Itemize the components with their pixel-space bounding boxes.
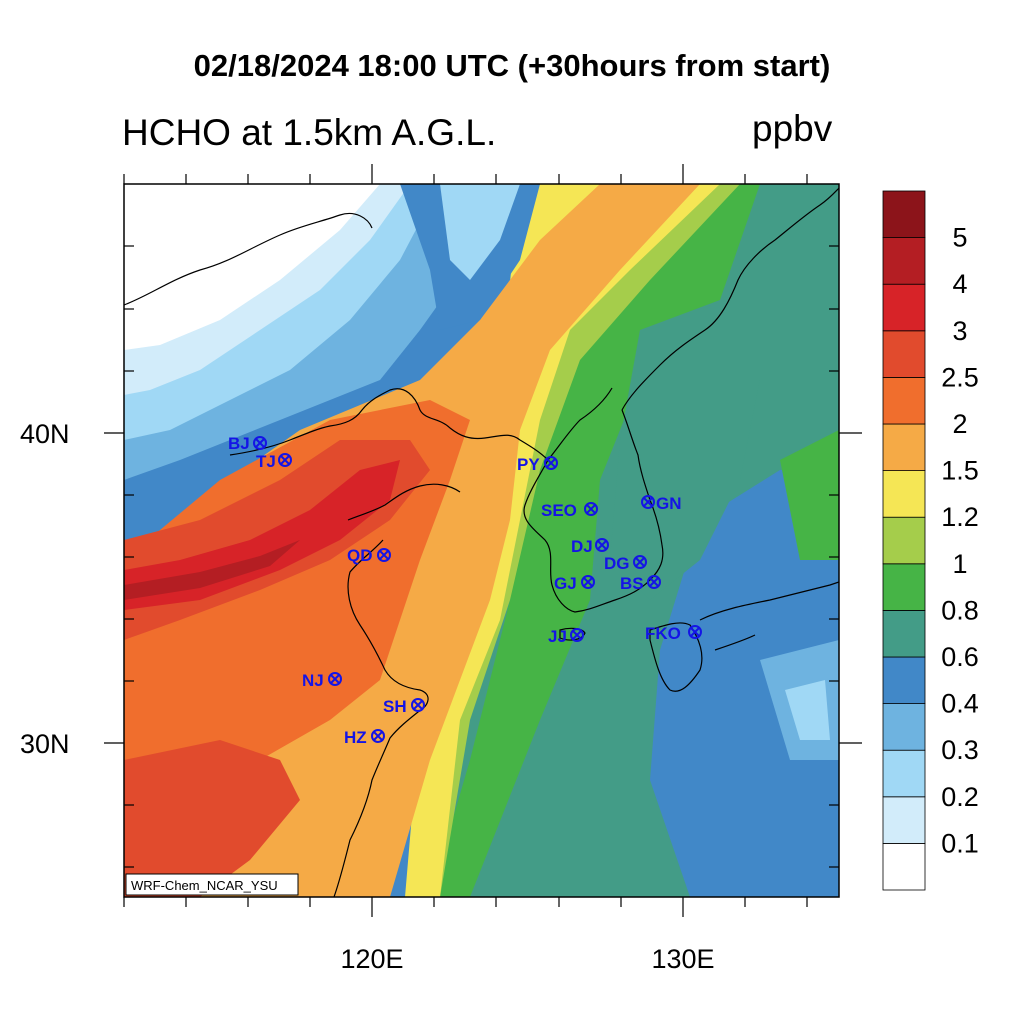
credit-text: WRF-Chem_NCAR_YSU	[131, 878, 278, 893]
colorbar: 0.1 0.2 0.3 0.4 0.6 0.8 1 1.2 1.5 2 2.5 3 4 5	[882, 190, 979, 891]
svg-text:BS: BS	[620, 574, 644, 593]
station-dg: DG	[604, 554, 647, 573]
colorbar-swatch	[882, 470, 926, 518]
station-qd: QD	[347, 546, 391, 565]
lat-label-40n: 40N	[20, 419, 70, 449]
svg-text:PY: PY	[517, 455, 540, 474]
station-fko: FKO	[645, 624, 702, 643]
credit-box	[125, 873, 299, 896]
coastlines	[124, 187, 839, 897]
page-title: 02/18/2024 18:00 UTC (+30hours from star…	[193, 48, 831, 83]
colorbar-swatch	[882, 796, 926, 844]
svg-text:DG: DG	[604, 554, 630, 573]
station-dj: DJ	[571, 537, 609, 556]
colorbar-label: 0.4	[941, 689, 979, 719]
hcho-field	[124, 184, 839, 897]
station-bj: BJ	[228, 434, 267, 453]
colorbar-swatch	[882, 376, 926, 425]
svg-text:QD: QD	[347, 546, 373, 565]
svg-text:GJ: GJ	[554, 574, 577, 593]
colorbar-swatch	[882, 749, 926, 798]
svg-text:JJ: JJ	[548, 627, 567, 646]
svg-text:SEO: SEO	[541, 501, 577, 520]
station-gn: GN	[641, 494, 682, 513]
svg-text:TJ: TJ	[256, 452, 276, 471]
colorbar-swatch	[882, 516, 926, 565]
colorbar-swatch	[882, 563, 926, 611]
units-label: ppbv	[752, 108, 833, 149]
station-gj: GJ	[554, 574, 595, 593]
axis-ticks	[104, 164, 862, 917]
colorbar-label: 0.2	[941, 782, 979, 812]
svg-text:NJ: NJ	[302, 671, 324, 690]
colorbar-swatch	[882, 843, 926, 891]
station-bs: BS	[620, 574, 661, 593]
svg-text:HZ: HZ	[344, 728, 367, 747]
colorbar-label: 2	[952, 409, 967, 439]
station-nj: NJ	[302, 671, 342, 690]
colorbar-swatch	[882, 283, 926, 332]
colorbar-label: 0.3	[941, 735, 979, 765]
svg-text:DJ: DJ	[571, 537, 593, 556]
colorbar-swatch	[882, 423, 926, 471]
colorbar-label: 2.5	[941, 362, 979, 392]
plot-frame	[123, 183, 840, 898]
colorbar-swatch	[882, 190, 926, 238]
colorbar-swatch	[882, 237, 926, 285]
colorbar-label: 0.8	[941, 595, 979, 625]
colorbar-label: 4	[952, 269, 967, 299]
colorbar-swatch	[882, 610, 926, 658]
lat-label-30n: 30N	[20, 729, 70, 759]
svg-text:BJ: BJ	[228, 434, 250, 453]
station-sh: SH	[383, 697, 425, 716]
station-markers: BJ TJ PY QD SEO GN DJ DG GJ BS JJ FKO NJ…	[228, 434, 702, 747]
colorbar-label: 0.1	[941, 828, 979, 858]
colorbar-swatch	[882, 330, 926, 378]
station-tj: TJ	[256, 452, 292, 471]
colorbar-swatch	[882, 656, 926, 704]
colorbar-label: 1.5	[941, 456, 979, 486]
colorbar-label: 0.6	[941, 642, 979, 672]
station-py: PY	[517, 455, 558, 474]
station-jj: JJ	[548, 627, 584, 646]
station-seo: SEO	[541, 501, 598, 520]
colorbar-label: 5	[952, 223, 967, 253]
colorbar-swatch	[882, 703, 926, 751]
svg-text:FKO: FKO	[645, 624, 681, 643]
colorbar-label: 3	[952, 316, 967, 346]
variable-title: HCHO at 1.5km A.G.L.	[122, 112, 497, 153]
colorbar-label: 1.2	[941, 502, 979, 532]
svg-text:SH: SH	[383, 697, 407, 716]
station-hz: HZ	[344, 728, 385, 747]
lon-label-120e: 120E	[340, 944, 403, 974]
colorbar-label: 1	[952, 549, 967, 579]
svg-text:GN: GN	[656, 494, 682, 513]
lon-label-130e: 130E	[651, 944, 714, 974]
